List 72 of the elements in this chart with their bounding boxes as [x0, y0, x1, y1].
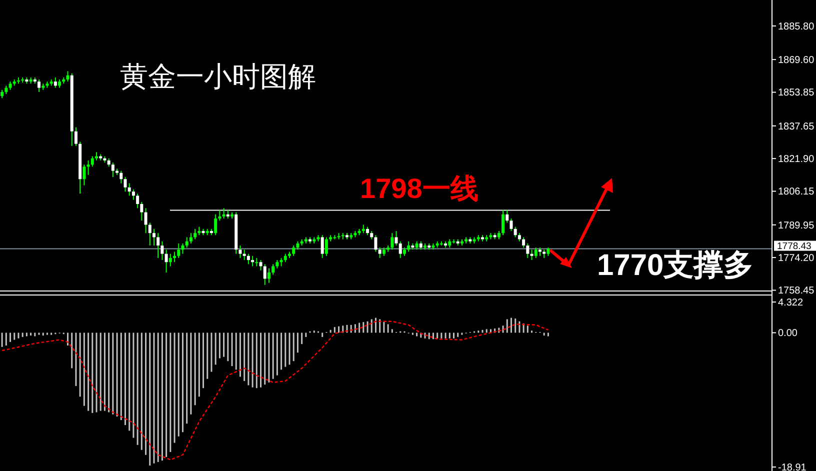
candlestick [128, 182, 131, 196]
candlestick [263, 264, 266, 286]
candlestick [177, 242, 180, 258]
candlestick [514, 226, 517, 238]
candlestick [54, 76, 57, 88]
y-tick-label: 1789.95 [778, 220, 815, 232]
line-series [1, 320, 549, 460]
candlestick [189, 232, 192, 244]
candlestick [398, 240, 402, 258]
candlestick [526, 242, 530, 258]
candlestick [148, 222, 152, 246]
candlestick [407, 240, 410, 252]
candlestick [502, 210, 505, 236]
candlestick [160, 240, 164, 261]
candlestick [120, 170, 123, 184]
y-tick-label: 1885.80 [778, 21, 815, 32]
annotation: 1798一线 [360, 173, 478, 204]
candlestick [185, 236, 188, 248]
y-tick-label: 1774.20 [778, 253, 815, 264]
candlestick [320, 234, 324, 258]
candlestick [136, 193, 140, 209]
candlestick [144, 208, 148, 234]
candlestick [324, 236, 328, 256]
y-tick-label: 1758.45 [778, 286, 815, 297]
candlestick [255, 257, 258, 267]
annotation: 1770支撑多 [597, 249, 754, 282]
candlestick [156, 232, 160, 258]
candlestick [111, 162, 114, 178]
candlestick [267, 268, 270, 284]
candlestick [164, 249, 168, 273]
candlestick [394, 230, 398, 246]
ref-line-label: 1778.43 [777, 241, 812, 252]
y-tick-label: 4.322 [778, 298, 804, 309]
candlestick [38, 78, 41, 92]
candlestick [251, 255, 254, 267]
text: 黄金一小时图解 [120, 62, 316, 93]
candlestick [292, 245, 296, 256]
candlestick [168, 253, 172, 267]
y-tick-label: 1853.85 [778, 88, 815, 99]
candlestick [173, 251, 176, 263]
candlestick [510, 218, 513, 232]
candlestick [534, 247, 538, 258]
candlestick [132, 188, 135, 200]
y-tick-label: -18.91 [778, 462, 807, 471]
candlestick [378, 247, 382, 258]
candlestick [374, 234, 378, 252]
candlestick [66, 70, 70, 82]
candlestick [194, 228, 197, 240]
candlestick [90, 156, 94, 168]
candlestick [214, 214, 218, 236]
candlestick [152, 228, 156, 246]
candlestick [242, 249, 246, 261]
candlestick [530, 249, 534, 261]
y-tick-label: 1837.65 [778, 121, 815, 132]
candlestick [82, 164, 86, 186]
y-tick-label: 1869.60 [778, 55, 815, 66]
candlestick [238, 245, 242, 258]
candlestick [390, 232, 394, 250]
candlestick [181, 242, 184, 254]
candlestick [124, 176, 127, 192]
candlestick [272, 264, 275, 276]
y-tick-label: 1821.90 [778, 154, 815, 166]
candlestick [246, 253, 250, 265]
candlestick [140, 201, 144, 222]
candlestick [222, 208, 226, 220]
candlestick [74, 126, 78, 146]
candlestick [259, 260, 262, 271]
candlestick [86, 160, 90, 176]
candlestick [522, 236, 526, 248]
candlestick [218, 210, 222, 222]
y-tick-label: 0.00 [778, 328, 798, 340]
y-tick-label: 1806.15 [778, 186, 815, 198]
